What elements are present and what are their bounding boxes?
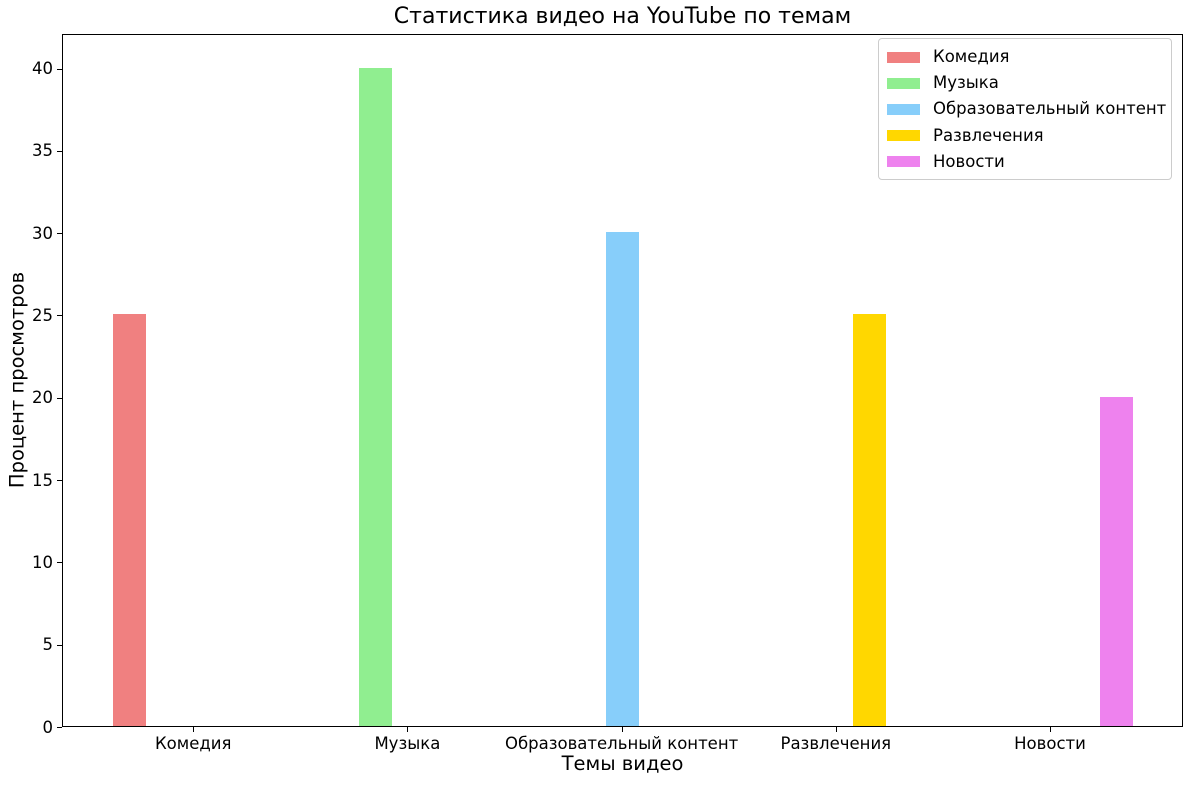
legend-entry-label: Развлечения [933,125,1044,145]
y-tick-mark-6 [57,233,62,235]
y-tick-label-1: 5 [42,635,54,655]
chart-title: Статистика видео на YouTube по темам [393,4,852,29]
y-tick-label-7: 35 [32,141,53,161]
legend-swatch-icon [887,156,920,168]
y-tick-label-0: 0 [42,717,54,737]
y-tick-mark-7 [57,150,62,152]
y-tick-mark-5 [57,315,62,317]
x-tick-label-1: Музыка [374,734,441,753]
bar-1 [359,67,393,726]
legend-entry-1: Музыка [879,70,1171,96]
legend-swatch-icon [887,130,920,142]
y-tick-label-4: 20 [32,388,53,408]
x-tick-label-2: Образовательный контент [504,734,739,753]
bar-3 [852,314,886,726]
legend-entry-0: Комедия [879,44,1171,70]
x-axis-label: Темы видео [561,752,684,775]
y-axis-label: Процент просмотров [5,271,29,489]
y-tick-mark-0 [57,727,62,728]
x-tick-mark-3 [835,727,837,732]
legend-entry-label: Музыка [933,73,999,93]
legend-entry-label: Комедия [933,47,1010,67]
y-tick-mark-3 [57,480,62,482]
legend-entry-label: Образовательный контент [933,99,1167,119]
legend-entry-3: Развлечения [879,123,1171,149]
legend-swatch-icon [887,51,920,63]
legend-entry-label: Новости [933,151,1005,171]
y-tick-mark-8 [57,68,62,70]
x-tick-label-4: Новости [1014,734,1086,753]
y-tick-label-8: 40 [32,59,53,79]
bar-4 [1099,396,1133,726]
y-tick-mark-1 [57,644,62,646]
x-tick-mark-0 [193,727,195,732]
y-tick-mark-4 [57,397,62,399]
x-tick-mark-4 [1050,727,1051,732]
y-tick-label-6: 30 [32,223,53,243]
bar-0 [112,314,146,726]
x-tick-label-0: Комедия [154,734,232,753]
bar-2 [606,232,640,726]
legend-swatch-icon [887,77,920,89]
legend-entry-2: Образовательный контент [879,96,1171,122]
x-tick-mark-2 [621,727,623,732]
y-tick-label-5: 25 [32,305,53,325]
x-tick-mark-1 [407,727,409,732]
legend-entry-4: Новости [879,149,1171,175]
y-tick-mark-2 [57,562,62,564]
y-tick-label-2: 10 [32,552,53,572]
y-tick-label-3: 15 [32,470,53,490]
x-tick-label-3: Развлечения [780,734,892,753]
legend-swatch-icon [887,103,920,115]
legend: Комедия Музыка Образовательный контент Разв… [878,38,1172,180]
